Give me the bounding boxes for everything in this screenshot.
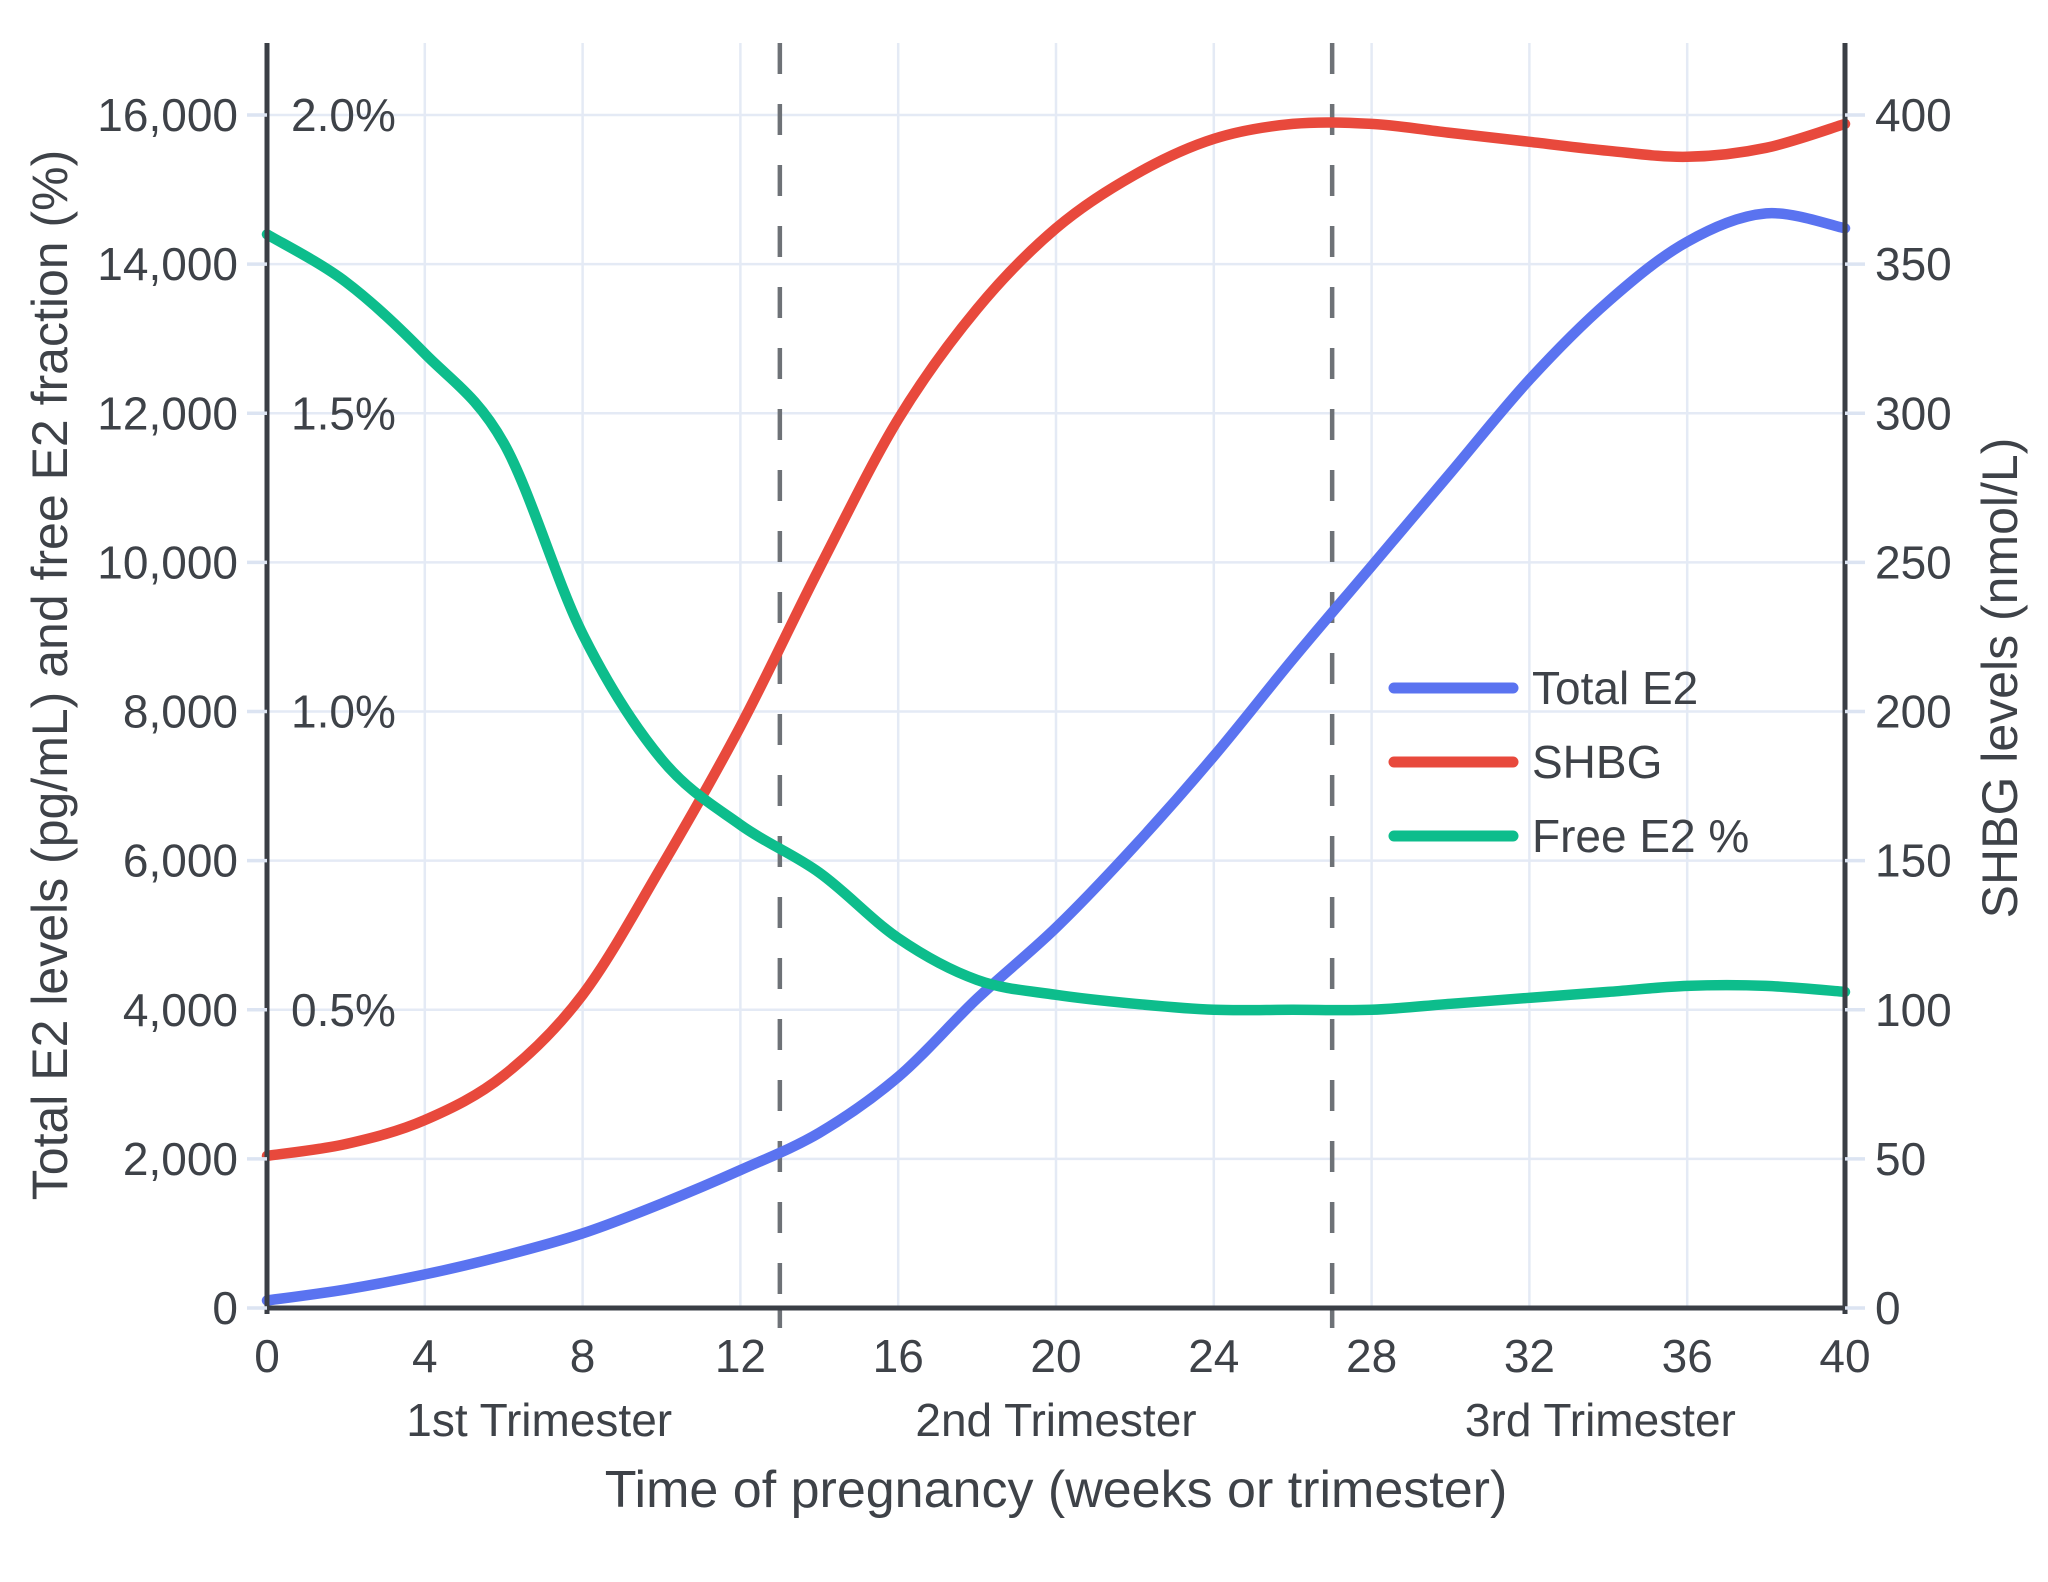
legend-label-shbg: SHBG [1532, 736, 1662, 788]
legend-item-free-e2: Free E2 % [1388, 810, 1749, 862]
x-tick-label: 32 [1504, 1330, 1555, 1382]
legend-item-total-e2: Total E2 [1388, 662, 1698, 714]
free-e2-percent-label: 1.5% [291, 387, 396, 439]
x-tick-label: 24 [1188, 1330, 1239, 1382]
y-left-tick-label: 4,000 [123, 984, 238, 1036]
y-left-tick-label: 2,000 [123, 1133, 238, 1185]
y-right-tick-label: 100 [1875, 984, 1952, 1036]
free-e2-percent-label: 1.0% [291, 686, 396, 738]
trimester-label-1st-trimester: 1st Trimester [406, 1394, 672, 1446]
y-left-tick-label: 16,000 [97, 89, 238, 141]
free-e2-percent-label: 0.5% [291, 984, 396, 1036]
legend-label-total-e2: Total E2 [1532, 662, 1698, 714]
y-left-tick-label: 6,000 [123, 835, 238, 887]
trimester-label-2nd-trimester: 2nd Trimester [915, 1394, 1196, 1446]
legend: Total E2 SHBG Free E2 % [1388, 662, 1749, 862]
x-tick-label: 4 [412, 1330, 438, 1382]
legend-item-shbg: SHBG [1388, 736, 1662, 788]
legend-label-free-e2: Free E2 % [1532, 810, 1749, 862]
y-right-tick-label: 400 [1875, 89, 1952, 141]
y-right-tick-label: 50 [1875, 1133, 1926, 1185]
x-tick-label: 12 [715, 1330, 766, 1382]
y-right-tick-label: 250 [1875, 536, 1952, 588]
x-tick-label: 40 [1819, 1330, 1870, 1382]
gridlines-layer [267, 43, 1845, 1308]
y-left-tick-label: 0 [212, 1282, 238, 1334]
y-right-tick-label: 350 [1875, 238, 1952, 290]
y-right-tick-label: 0 [1875, 1282, 1901, 1334]
trimester-dividers-layer [777, 43, 1335, 1328]
series-line-total-e2 [261, 207, 1851, 1306]
y-right-tick-label: 200 [1875, 686, 1952, 738]
y-left-tick-label: 10,000 [97, 536, 238, 588]
x-tick-label: 16 [873, 1330, 924, 1382]
series-line-shbg [261, 117, 1851, 1162]
axes-layer [264, 43, 1848, 1314]
x-tick-label: 20 [1030, 1330, 1081, 1382]
y-left-tick-label: 14,000 [97, 238, 238, 290]
y-axis-title-right: SHBG levels (nmol/L) [1972, 438, 2028, 919]
x-tick-label: 28 [1346, 1330, 1397, 1382]
axis-labels-layer: 0 2,000 4,000 6,000 8,000 10,000 12,000 14,000 1… [97, 89, 1951, 1446]
y-left-tick-label: 8,000 [123, 686, 238, 738]
x-tick-label: 8 [570, 1330, 596, 1382]
y-left-tick-label: 12,000 [97, 387, 238, 439]
free-e2-percent-label: 2.0% [291, 89, 396, 141]
x-tick-label: 0 [254, 1330, 280, 1382]
y-right-tick-label: 300 [1875, 387, 1952, 439]
y-right-tick-label: 150 [1875, 835, 1952, 887]
series-line-free-e2 [261, 229, 1851, 1016]
trimester-label-3rd-trimester: 3rd Trimester [1465, 1394, 1736, 1446]
y-axis-title-left: Total E2 levels (pg/mL) and free E2 frac… [22, 150, 78, 1200]
x-tick-label: 36 [1662, 1330, 1713, 1382]
series-layer [261, 117, 1851, 1306]
x-axis-title: Time of pregnancy (weeks or trimester) [605, 1461, 1508, 1519]
